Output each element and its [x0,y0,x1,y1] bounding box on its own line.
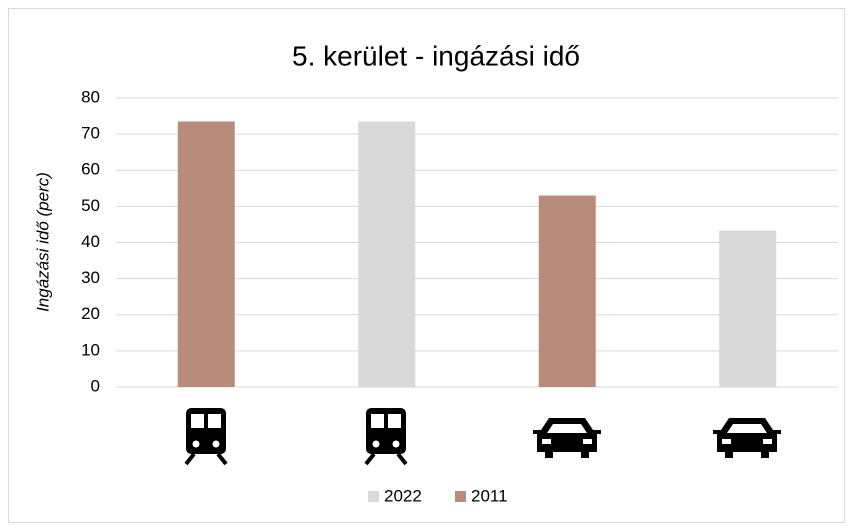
y-tick-label: 40 [81,232,100,251]
y-tick-label: 50 [81,196,100,215]
y-tick-label: 20 [81,304,100,323]
y-tick-label: 30 [81,268,100,287]
y-tick-label: 0 [91,376,100,395]
y-tick-label: 70 [81,124,100,143]
chart-title: 5. kerület - ingázási idő [292,40,580,71]
y-tick-label: 10 [81,340,100,359]
bar [177,121,235,387]
bar [358,121,416,387]
y-tick-label: 60 [81,160,100,179]
train-icon [184,408,228,466]
car-icon [713,418,781,458]
legend-label: 2011 [471,486,508,505]
y-tick-label: 80 [81,87,100,106]
train-icon [364,408,408,466]
car-icon [533,418,601,458]
legend-swatch [455,491,466,502]
y-axis-label: Ingázási idő (perc) [33,172,52,312]
bar [538,195,596,387]
legend-swatch [368,491,379,502]
bar [719,230,777,387]
chart-border [8,8,845,523]
legend-label: 2022 [384,486,422,505]
